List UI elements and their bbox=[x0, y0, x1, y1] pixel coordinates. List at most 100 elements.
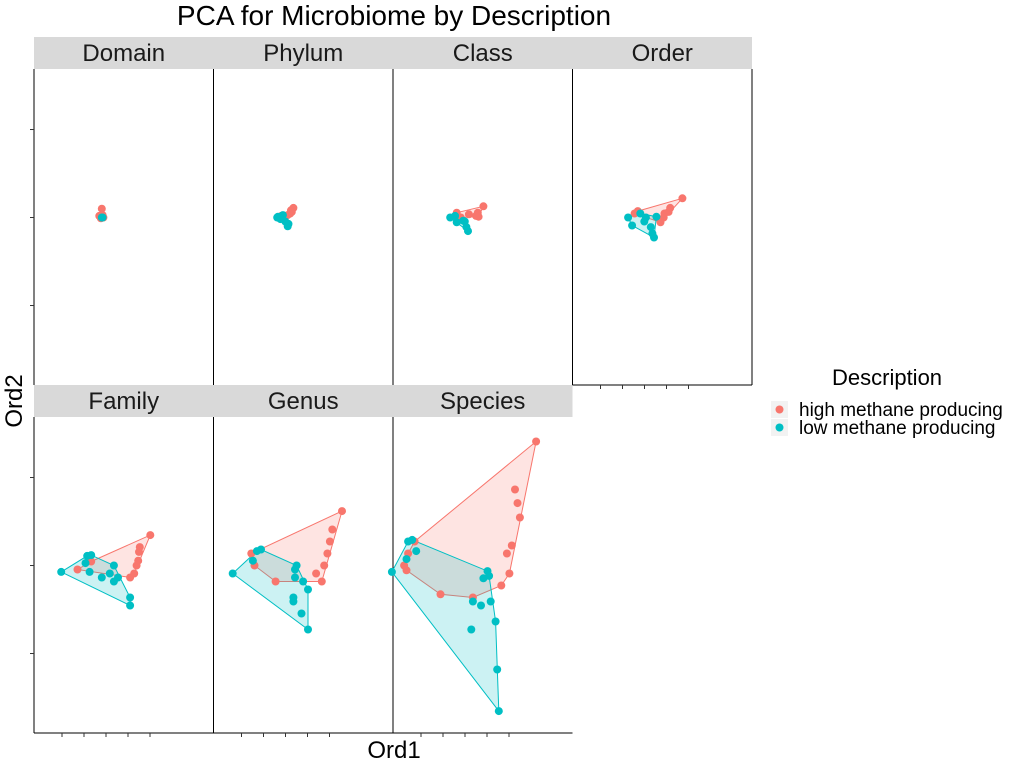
data-point bbox=[81, 559, 90, 568]
data-point bbox=[532, 437, 541, 446]
data-point bbox=[412, 547, 421, 556]
data-point bbox=[464, 227, 472, 236]
data-point bbox=[400, 561, 409, 570]
data-point bbox=[459, 216, 468, 225]
data-point bbox=[130, 569, 139, 578]
facet-panels: Domain Phylum Class Order Family Genus Species bbox=[30, 37, 753, 737]
data-point bbox=[660, 209, 669, 218]
facet-strip bbox=[213, 385, 393, 417]
data-point bbox=[281, 217, 290, 226]
data-point bbox=[491, 617, 500, 626]
data-point bbox=[493, 665, 502, 674]
data-point bbox=[97, 204, 106, 213]
data-point bbox=[291, 565, 299, 574]
facet-strip-label: Class bbox=[453, 40, 513, 67]
data-point bbox=[472, 211, 481, 220]
data-point bbox=[630, 209, 639, 218]
facet-strip-label: Domain bbox=[82, 40, 165, 67]
facet-strip bbox=[213, 37, 393, 69]
facet-strip bbox=[572, 37, 752, 69]
data-point bbox=[515, 513, 524, 522]
data-point bbox=[641, 213, 650, 222]
data-point bbox=[486, 597, 495, 606]
legend-title: Description bbox=[832, 365, 942, 390]
data-point bbox=[387, 567, 396, 576]
facet-panel-order: Order bbox=[572, 37, 753, 389]
data-point bbox=[105, 569, 114, 578]
data-point bbox=[146, 531, 155, 540]
facet-panel-genus: Genus bbox=[213, 385, 393, 737]
legend-key-low bbox=[775, 423, 784, 432]
data-point bbox=[494, 707, 503, 716]
facet-strip-label: Species bbox=[440, 388, 525, 415]
data-point bbox=[505, 569, 514, 578]
facet-strip-label: Genus bbox=[268, 388, 339, 415]
data-point bbox=[404, 537, 413, 546]
data-point bbox=[323, 549, 332, 558]
facet-panel-phylum: Phylum bbox=[213, 37, 393, 385]
data-point bbox=[648, 229, 657, 238]
data-point bbox=[502, 549, 511, 558]
data-point bbox=[228, 569, 237, 578]
data-point bbox=[338, 507, 346, 516]
hull-high bbox=[403, 440, 537, 599]
facet-strip-label: Phylum bbox=[263, 40, 343, 67]
data-point bbox=[132, 561, 141, 570]
data-point bbox=[636, 209, 645, 218]
data-point bbox=[325, 537, 334, 546]
data-point bbox=[297, 609, 306, 618]
data-point bbox=[287, 206, 295, 215]
facet-panel-domain: Domain bbox=[30, 37, 214, 385]
data-point bbox=[85, 567, 94, 576]
data-point bbox=[513, 499, 522, 508]
data-point bbox=[299, 577, 308, 586]
data-point bbox=[646, 223, 655, 232]
facet-strip bbox=[34, 385, 214, 417]
data-point bbox=[98, 213, 107, 222]
data-point bbox=[507, 541, 516, 550]
y-axis-title: Ord2 bbox=[1, 374, 28, 427]
legend-label: low methane producing bbox=[799, 418, 995, 439]
data-point bbox=[126, 601, 135, 610]
data-point bbox=[135, 547, 143, 556]
data-point bbox=[73, 565, 82, 574]
data-point bbox=[652, 212, 661, 221]
data-point bbox=[479, 202, 488, 211]
data-point bbox=[291, 573, 299, 582]
data-point bbox=[312, 569, 321, 578]
data-point bbox=[97, 573, 106, 582]
data-point bbox=[83, 551, 92, 560]
data-point bbox=[628, 221, 637, 230]
facet-panel-class: Class bbox=[392, 37, 573, 385]
data-point bbox=[304, 585, 312, 594]
facet-panel-family: Family bbox=[30, 385, 214, 737]
legend-key-high bbox=[775, 405, 784, 414]
data-point bbox=[479, 574, 488, 583]
facet-strip bbox=[393, 385, 573, 417]
facet-strip-label: Family bbox=[88, 388, 159, 415]
data-point bbox=[274, 212, 282, 221]
data-point bbox=[289, 597, 298, 606]
data-point bbox=[464, 210, 473, 219]
data-point bbox=[317, 577, 326, 586]
facet-strip-label: Order bbox=[632, 40, 693, 67]
data-point bbox=[57, 567, 66, 576]
data-point bbox=[252, 547, 261, 556]
data-point bbox=[328, 525, 337, 534]
data-point bbox=[452, 218, 461, 227]
data-point bbox=[320, 561, 329, 570]
data-point bbox=[511, 485, 519, 494]
facet-strip bbox=[393, 37, 573, 69]
chart-title: PCA for Microbiome by Description bbox=[177, 0, 611, 31]
data-point bbox=[497, 581, 506, 590]
legend-label: high methane producing bbox=[799, 400, 1003, 421]
data-point bbox=[656, 218, 665, 227]
data-point bbox=[451, 211, 460, 220]
data-point bbox=[678, 194, 687, 203]
data-point bbox=[304, 625, 312, 634]
data-point bbox=[402, 555, 411, 564]
data-point bbox=[477, 601, 485, 610]
facet-panel-species: Species bbox=[387, 385, 573, 737]
